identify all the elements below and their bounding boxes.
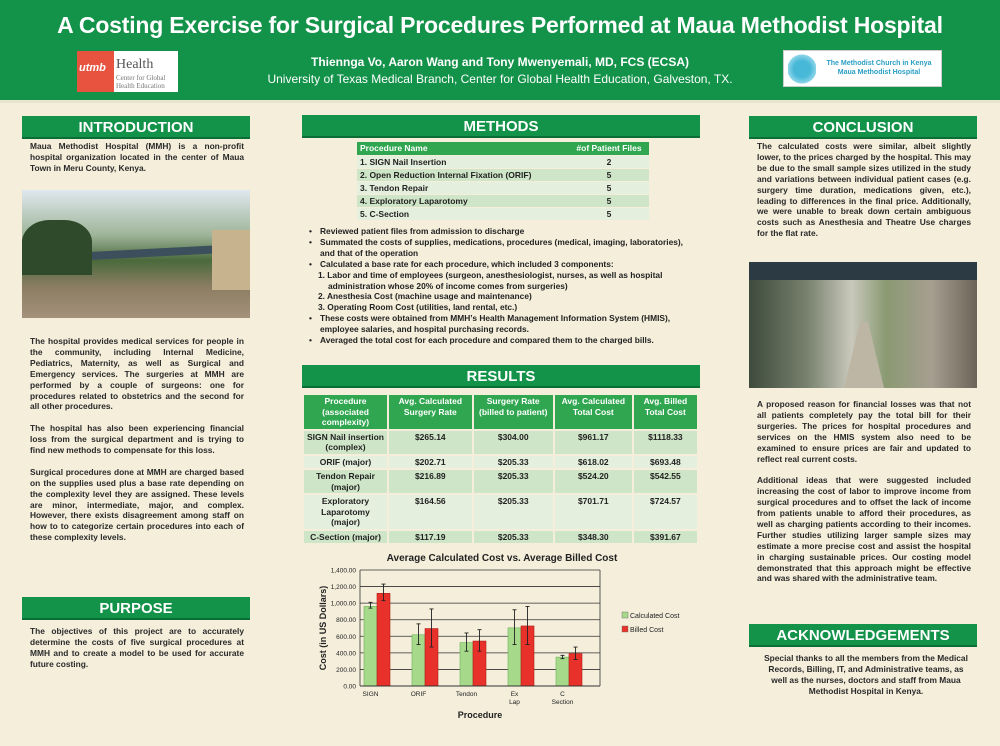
poster-title: A Costing Exercise for Surgical Procedur… — [57, 12, 943, 38]
y-tick-label: 400.00 — [336, 650, 356, 657]
results-heading: RESULTS — [302, 365, 700, 388]
x-tick-label: Ex Lap — [509, 691, 520, 706]
x-tick-label: Tendon — [456, 691, 478, 698]
poster-header: A Costing Exercise for Surgical Procedur… — [0, 0, 1000, 103]
y-tick-label: 200.00 — [336, 667, 356, 674]
table-row: 2. Open Reduction Internal Fixation (ORI… — [357, 167, 649, 181]
purpose-heading: PURPOSE — [22, 597, 250, 620]
list-item: Calculated a base rate for each procedur… — [308, 259, 696, 270]
y-tick-label: 1,200.00 — [331, 584, 357, 591]
conclusion-p2: A proposed reason for financial losses w… — [757, 399, 971, 464]
logo-sub: Center for Global Health Education — [116, 74, 166, 90]
methods-heading: METHODS — [302, 115, 700, 138]
y-tick-label: 600.00 — [336, 634, 356, 641]
bar-billed — [376, 593, 391, 687]
procedure-table: Procedure Name #of Patient Files 1. SIGN … — [357, 142, 649, 220]
introduction-body: The hospital provides medical services f… — [30, 336, 244, 554]
y-tick-label: 800.00 — [336, 617, 356, 624]
introduction-p1: Maua Methodist Hospital (MMH) is a non-p… — [30, 141, 244, 173]
legend-label: Calculated Cost — [630, 613, 679, 620]
introduction-p4: Surgical procedures done at MMH are char… — [30, 466, 244, 543]
list-item: These costs were obtained from MMH’s Hea… — [308, 313, 696, 335]
list-item: Reviewed patient files from admission to… — [308, 226, 696, 237]
maua-methodist-logo: The Methodist Church in Kenya Maua Method… — [783, 50, 942, 87]
x-tick-label: SIGN — [363, 691, 379, 698]
conclusion-p1: The calculated costs were similar, albei… — [757, 141, 971, 239]
methods-list: Reviewed patient files from admission to… — [308, 226, 696, 346]
legend-swatch — [621, 611, 629, 619]
x-tick-label: ORIF — [411, 691, 427, 698]
bar-calculated — [363, 606, 378, 687]
chart-title: Average Calculated Cost vs. Average Bill… — [387, 553, 618, 564]
list-item: Averaged the total cost for each procedu… — [308, 335, 696, 346]
list-item: 3. Operating Room Cost (utilities, land … — [318, 302, 518, 313]
logo-text: The Methodist Church in Kenya Maua Method… — [826, 60, 932, 76]
logo-mark: utmb — [77, 51, 114, 92]
list-item: 1. Labor and time of employees (surgeon,… — [318, 269, 663, 291]
table-row: Tendon Repair (major) $216.89 $205.33 $524.… — [304, 468, 700, 494]
introduction-p3: The hospital has also been experiencing … — [30, 423, 244, 456]
table-row: 1. SIGN Nail Insertion 2 — [357, 154, 649, 168]
utmb-health-logo: utmb Health Center for Global Health Edu… — [77, 51, 178, 92]
list-item: Summated the costs of supplies, medicati… — [308, 237, 696, 259]
y-tick-label: 1,000.00 — [331, 601, 357, 608]
acknowledgements-heading: ACKNOWLEDGEMENTS — [749, 624, 977, 647]
x-axis-label: Procedure — [458, 710, 503, 720]
x-tick-label: C Section — [552, 691, 574, 706]
table-row: C-Section (major) $117.19 $205.33 $348.30 $3… — [304, 528, 700, 543]
table-row: ORIF (major) $202.71 $205.33 $618.02 $693.48 — [304, 453, 700, 469]
conclusion-body: A proposed reason for financial losses w… — [757, 399, 971, 595]
table-row: 4. Exploratory Laparotomy 5 — [357, 193, 649, 207]
conclusion-heading: CONCLUSION — [749, 116, 977, 139]
introduction-p2: The hospital provides medical services f… — [30, 336, 244, 412]
hospital-photo — [22, 190, 250, 318]
legend-label: Billed Cost — [630, 627, 664, 634]
legend-swatch — [621, 625, 629, 633]
introduction-heading: INTRODUCTION — [22, 116, 250, 139]
church-emblem-icon — [788, 54, 816, 84]
bar-calculated — [555, 656, 570, 687]
table-row: 3. Tendon Repair 5 — [357, 180, 649, 194]
table-row: Exploratory Laparotomy (major) $164.56 $20… — [304, 493, 700, 530]
cost-bar-chart: Average Calculated Cost vs. Average Bill… — [318, 553, 679, 720]
table-row: SIGN Nail insertion (complex) $265.14 $304… — [304, 428, 700, 455]
y-tick-label: 0.00 — [343, 684, 356, 691]
list-item: 2. Anesthesia Cost (machine usage and ma… — [318, 291, 532, 302]
acknowledgements-text: Special thanks to all the members from t… — [764, 653, 968, 696]
affiliation: University of Texas Medical Branch, Cent… — [267, 72, 733, 86]
table-row: 5. C-Section 5 — [357, 206, 649, 220]
logo-name: Health — [116, 57, 154, 72]
y-tick-label: 1,400.00 — [331, 568, 357, 575]
purpose-text: The objectives of this project are to ac… — [30, 626, 244, 669]
hospital-corridor-photo — [749, 262, 977, 388]
authors: Thiennga Vo, Aaron Wang and Tony Mwenyem… — [310, 55, 690, 69]
y-axis-label: Cost (in US Dollars) — [318, 586, 328, 671]
conclusion-p3: Additional ideas that were suggested inc… — [757, 475, 971, 584]
results-table: Procedure (associated complexity) Avg. Ca… — [304, 395, 700, 543]
